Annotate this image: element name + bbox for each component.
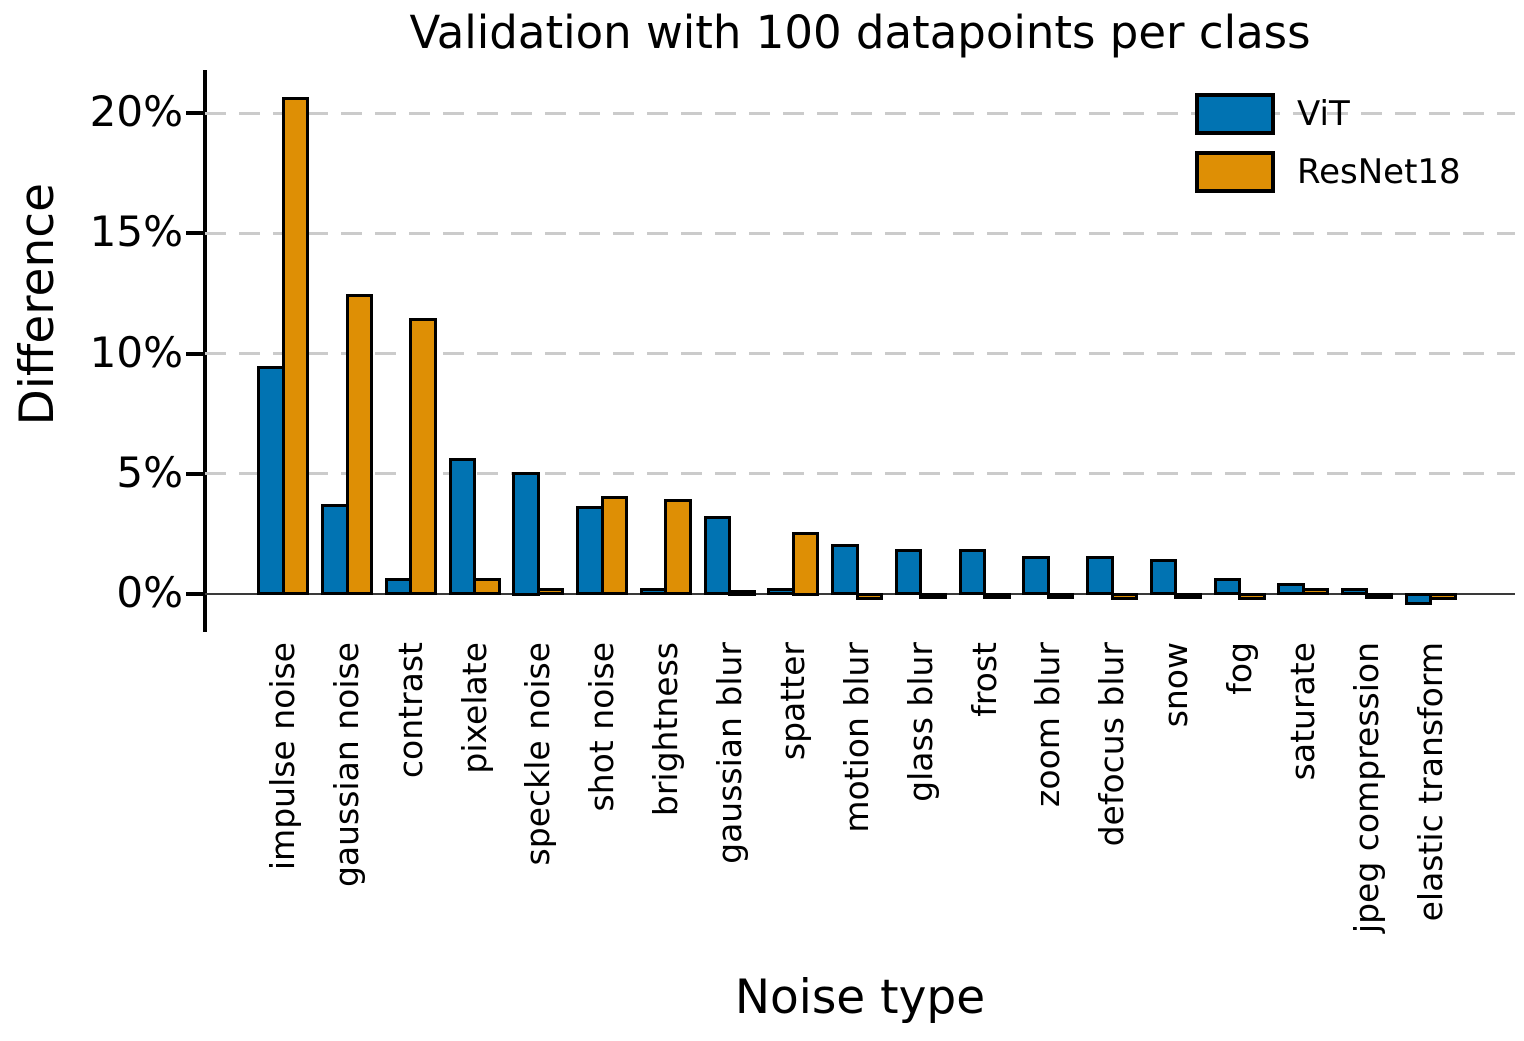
bar-resnet18-saturate (1301, 587, 1330, 596)
x-tick-label-saturate: saturate (1283, 642, 1323, 781)
bar-vit-jpeg-compression (1340, 587, 1369, 596)
bar-vit-frost (958, 549, 987, 596)
bar-resnet18-fog (1238, 592, 1266, 601)
y-tick-label-15: 15% (89, 207, 183, 257)
gridline-20 (205, 111, 1515, 115)
bar-resnet18-impulse-noise (281, 97, 310, 596)
bar-vit-brightness (639, 587, 668, 596)
x-tick-label-defocus-blur: defocus blur (1092, 642, 1132, 847)
bar-vit-snow (1149, 558, 1178, 596)
bar-resnet18-spatter (791, 532, 820, 596)
x-tick-label-motion-blur: motion blur (837, 642, 877, 833)
x-tick-label-jpeg-compression: jpeg compression (1346, 642, 1386, 934)
legend-label-vit: ViT (1297, 94, 1350, 134)
bar-resnet18-glass-blur (919, 592, 947, 599)
y-tick-label-10: 10% (89, 327, 183, 377)
bar-resnet18-shot-noise (600, 496, 629, 596)
y-tick-15 (186, 231, 205, 236)
bar-vit-saturate (1277, 582, 1305, 596)
gridline-10 (205, 352, 1515, 355)
bar-vit-gaussian-noise (321, 503, 349, 596)
x-tick-label-speckle-noise: speckle noise (518, 642, 558, 866)
chart-title: Validation with 100 datapoints per class (409, 6, 1311, 59)
bar-vit-glass-blur (894, 549, 923, 596)
x-axis-label: Noise type (734, 970, 986, 1025)
bar-resnet18-elastic-transform (1429, 592, 1457, 601)
bar-resnet18-pixelate (473, 578, 501, 596)
legend-swatch-vit (1195, 93, 1275, 135)
gridline-15 (205, 231, 1515, 235)
bar-vit-defocus-blur (1086, 556, 1114, 596)
x-tick-label-frost: frost (964, 642, 1004, 717)
bar-vit-elastic-transform (1404, 592, 1433, 606)
bar-vit-shot-noise (576, 505, 604, 596)
bar-vit-spatter (767, 587, 795, 596)
bar-vit-fog (1213, 578, 1241, 596)
x-tick-label-gaussian-noise: gaussian noise (327, 642, 367, 888)
x-tick-label-snow: snow (1155, 642, 1195, 728)
x-tick-label-impulse-noise: impulse noise (263, 642, 303, 871)
y-tick-label-5: 5% (116, 447, 183, 497)
bar-resnet18-frost (983, 592, 1011, 599)
x-tick-label-elastic-transform: elastic transform (1410, 642, 1450, 922)
bar-resnet18-gaussian-blur (728, 589, 756, 596)
y-axis-spine (203, 70, 207, 632)
legend-item-vit: ViT (1195, 93, 1461, 135)
legend-item-resnet18: ResNet18 (1195, 151, 1461, 193)
x-tick-label-glass-blur: glass blur (900, 642, 940, 802)
gridline-5 (205, 472, 1515, 476)
bar-vit-speckle-noise (512, 472, 540, 596)
bar-resnet18-jpeg-compression (1365, 592, 1393, 599)
y-tick-label-0: 0% (116, 568, 183, 617)
y-tick-0 (186, 592, 205, 596)
bar-resnet18-zoom-blur (1046, 592, 1075, 599)
x-tick-label-fog: fog (1219, 642, 1259, 695)
legend-swatch-resnet18 (1195, 151, 1275, 193)
bar-vit-pixelate (448, 457, 477, 596)
bar-vit-motion-blur (831, 544, 859, 596)
legend-label-resnet18: ResNet18 (1297, 152, 1461, 192)
x-tick-label-pixelate: pixelate (454, 642, 494, 774)
x-tick-label-spatter: spatter (773, 642, 813, 761)
bar-resnet18-defocus-blur (1110, 592, 1139, 601)
bar-vit-contrast (384, 578, 413, 596)
x-tick-label-brightness: brightness (645, 642, 685, 817)
x-tick-label-contrast: contrast (390, 642, 430, 779)
y-tick-10 (186, 351, 205, 356)
bar-vit-gaussian-blur (703, 515, 732, 596)
x-tick-label-shot-noise: shot noise (582, 642, 622, 812)
bar-resnet18-gaussian-noise (345, 294, 374, 596)
bar-vit-zoom-blur (1022, 556, 1050, 596)
y-tick-5 (186, 471, 205, 476)
bar-resnet18-brightness (664, 498, 692, 596)
bar-resnet18-speckle-noise (536, 587, 565, 596)
bar-vit-impulse-noise (257, 366, 285, 596)
x-tick-label-gaussian-blur: gaussian blur (709, 642, 749, 864)
legend: ViT ResNet18 (1195, 93, 1461, 209)
bar-resnet18-motion-blur (855, 592, 884, 601)
bar-resnet18-snow (1174, 592, 1202, 599)
bar-resnet18-contrast (409, 318, 437, 596)
y-tick-label-20: 20% (89, 87, 183, 136)
x-tick-label-zoom-blur: zoom blur (1028, 642, 1068, 807)
y-tick-20 (186, 111, 205, 115)
